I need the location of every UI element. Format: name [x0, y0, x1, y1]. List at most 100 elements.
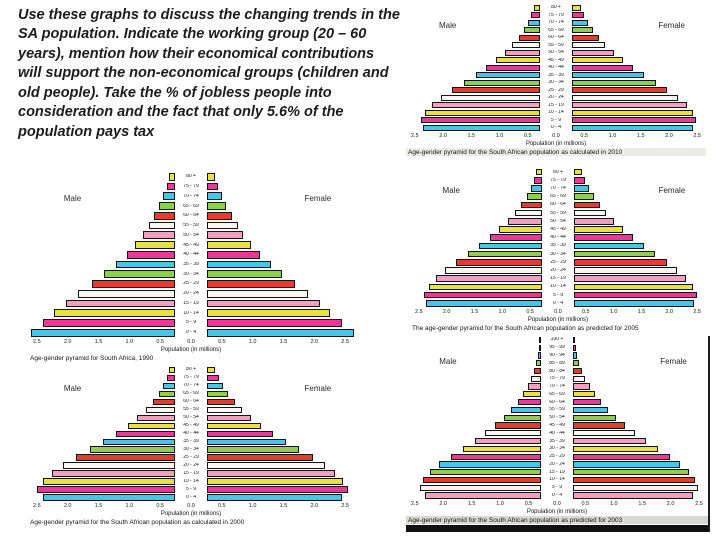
pyramid-row: 45 - 49 — [28, 240, 354, 250]
pyramid-axis: 2.5 2.0 1.5 1.0 0.5 0.0 0.5 1.0 1.5 2.0 2.5 — [406, 500, 708, 508]
age-group-label: 40 - 44 — [549, 430, 565, 436]
pyramid-row: 50 - 54 — [28, 230, 354, 240]
pyramid-row: 80 + — [28, 366, 354, 374]
pyramid-caption: The age-gender pyramid for the South Afr… — [412, 324, 639, 332]
age-group-label: 5 - 9 — [185, 320, 196, 326]
age-group-label: 70 - 74 — [550, 186, 566, 191]
axis-tick-label: 2.0 — [63, 338, 72, 345]
pyramid-row: 75 - 79 — [28, 182, 354, 192]
pyramid-bar — [533, 367, 541, 375]
pyramid-row: 70 - 74 — [410, 184, 706, 192]
pyramid-row: 15 - 19 — [410, 275, 706, 283]
pyramid-bar — [148, 221, 175, 230]
age-group-label: 10 - 14 — [548, 110, 564, 116]
pyramid-bar — [572, 27, 594, 34]
pyramid-bar — [163, 382, 175, 390]
age-group-label: 30 - 34 — [183, 271, 199, 277]
pyramid-row: 5 - 9 — [406, 117, 706, 125]
pyramid-row: 55 - 59 — [28, 406, 354, 414]
age-group-label: 80 + — [551, 5, 561, 11]
axis-tick-label: 1.0 — [495, 132, 504, 139]
male-label: Male — [63, 383, 82, 393]
pyramid-bar — [207, 260, 271, 269]
pyramid-bar — [574, 291, 698, 299]
pyramid-row: 70 - 74 — [28, 191, 354, 201]
pyramid-caption: Age-gender pyramid for the South African… — [406, 147, 706, 156]
pyramid-bar — [116, 430, 175, 437]
pyramid-plot: Male Female 80 +75 - 79 70 - 74 65 - 69 60 … — [406, 4, 706, 132]
pyramid-bar — [537, 352, 541, 359]
pyramid-bar — [429, 283, 542, 291]
pyramid-bar — [572, 12, 584, 19]
axis-tick-label: 1.5 — [470, 308, 479, 315]
age-group-label: 65 - 69 — [183, 203, 199, 209]
pyramid-bar — [137, 414, 175, 421]
axis-tick-label: 1.0 — [496, 500, 504, 507]
age-group-label: 60 - 64 — [549, 399, 565, 405]
pyramid-bar — [503, 414, 541, 421]
pyramid-bar — [573, 430, 636, 437]
age-group-label: 50 - 54 — [183, 415, 199, 421]
age-group-label: 95 - 99 — [549, 345, 565, 351]
pyramid-bar — [207, 280, 296, 288]
pyramid-bar — [536, 360, 541, 367]
age-group-label: 10 - 14 — [183, 479, 199, 485]
pyramid-bar — [207, 382, 223, 390]
axis-tick-label: 1.5 — [279, 338, 288, 345]
pyramid-row: 20 - 24 — [28, 462, 354, 470]
pyramid-bar — [574, 193, 595, 200]
pyramid-row: 30 - 34 — [406, 445, 708, 453]
axis-tick-label: 0.5 — [580, 132, 589, 139]
pyramid-bar — [424, 492, 541, 499]
pyramid-row: 35 - 39 — [28, 438, 354, 446]
pyramid-bar — [166, 374, 175, 382]
age-group-label: 0 - 4 — [552, 300, 563, 306]
age-group-label: 65 - 69 — [548, 27, 564, 33]
age-group-label: 55 - 59 — [183, 407, 199, 413]
pyramid-bar — [163, 192, 175, 201]
age-group-label: 30 - 34 — [183, 447, 199, 453]
pyramid-row: 50 - 54 — [410, 217, 706, 225]
age-group-label: 35 - 39 — [549, 438, 565, 444]
female-label: Female — [304, 383, 332, 393]
pyramid-bar — [573, 422, 625, 429]
age-group-label: 60 - 64 — [183, 213, 199, 219]
pyramid-axis: 2.5 2.0 1.5 1.0 0.5 0.0 0.5 1.0 1.5 2.0 2.5 — [28, 338, 354, 346]
age-group-label: 20 - 24 — [183, 291, 199, 297]
age-group-label: 85 - 89 — [549, 360, 565, 366]
pyramid-caption: Age-gender pyramid for South Africa, 199… — [30, 354, 154, 362]
pyramid-row: 0 - 4 — [406, 492, 708, 500]
axis-tick-label: 1.5 — [94, 338, 103, 345]
pyramid-bar — [207, 202, 227, 210]
pyramid-bar — [517, 399, 541, 406]
pyramid-bar — [30, 328, 175, 337]
pyramid-bar — [539, 336, 541, 343]
female-label: Female — [658, 186, 686, 196]
axis-tick-label: 1.5 — [279, 502, 288, 509]
pyramid-bar — [207, 486, 349, 493]
pyramid-row: 55 - 59 — [28, 221, 354, 231]
pyramid-1990: Male Female 80 + 75 - 79 70 - 74 65 - 69 60 … — [28, 172, 354, 362]
age-group-label: 5 - 9 — [551, 485, 562, 491]
pyramid-bar — [207, 182, 218, 191]
axis-tick-label: 1.0 — [248, 502, 257, 509]
pyramid-bar — [523, 27, 540, 34]
pyramid-row: 40 - 44 — [28, 250, 354, 260]
pyramid-bar — [463, 79, 540, 86]
axis-tick-label: 2.5 — [693, 132, 701, 139]
pyramid-row: 80 + — [28, 172, 354, 182]
age-group-label: 30 - 34 — [549, 446, 565, 452]
age-group-label: 15 - 19 — [183, 471, 199, 477]
axis-tick-label: 0.5 — [156, 338, 164, 345]
pyramid-row: 20 - 24 — [28, 289, 354, 299]
pyramid-row: 25 - 29 — [406, 453, 708, 461]
pyramid-bar — [440, 94, 540, 101]
pyramid-row: 5 - 9 — [28, 486, 354, 494]
pyramid-bar — [572, 4, 581, 11]
axis-tick-label: 1.5 — [636, 132, 645, 139]
pyramid-bar — [423, 291, 542, 299]
axis-tick-label: 0.5 — [581, 308, 590, 315]
axis-tick-label: 2.5 — [411, 500, 419, 507]
pyramid-row: 10 - 14 — [410, 283, 706, 291]
